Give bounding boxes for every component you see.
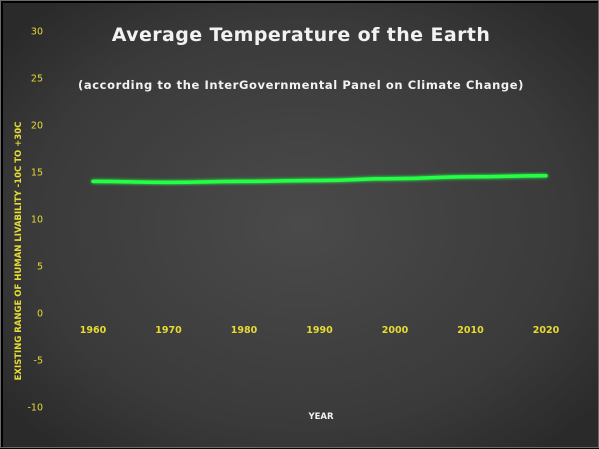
x-axis-label: YEAR xyxy=(307,412,334,422)
data-point-2000 xyxy=(393,177,397,181)
y-tick-label: 20 xyxy=(31,121,43,132)
data-point-1960 xyxy=(91,179,95,183)
x-tick-label: 1990 xyxy=(306,325,333,336)
y-tick-label: 0 xyxy=(37,309,43,320)
x-tick-label: 1960 xyxy=(80,325,107,336)
y-tick-label: 30 xyxy=(31,27,43,38)
series-layer xyxy=(91,174,548,185)
x-tick-labels: 1960 1970 1980 1990 2000 2010 2020 xyxy=(80,325,560,336)
plot-background xyxy=(3,3,598,447)
y-tick-labels: 30 25 20 15 10 5 0 -5 -10 xyxy=(27,27,43,414)
x-tick-label: 1980 xyxy=(231,325,258,336)
data-point-2010 xyxy=(469,175,472,179)
data-point-1990 xyxy=(318,178,321,182)
y-tick-label: 15 xyxy=(31,168,43,179)
x-tick-label: 2010 xyxy=(457,325,484,336)
data-point-2020 xyxy=(544,174,548,178)
chart-title: Average Temperature of the Earth xyxy=(112,24,491,46)
y-axis-label: EXISTING RANGE OF HUMAN LIVABILITY -10C … xyxy=(14,122,24,381)
y-tick-label: 10 xyxy=(31,215,43,226)
y-tick-label: -10 xyxy=(27,403,43,414)
y-tick-label: -5 xyxy=(34,356,43,367)
chart-subtitle: (according to the InterGovernmental Pane… xyxy=(78,78,524,92)
y-tick-label: 5 xyxy=(37,262,43,273)
x-tick-label: 2020 xyxy=(533,325,560,336)
data-point-1980 xyxy=(242,179,246,183)
x-tick-label: 2000 xyxy=(382,325,409,336)
y-tick-label: 25 xyxy=(31,74,43,85)
data-point-1970 xyxy=(167,180,170,184)
x-tick-label: 1970 xyxy=(155,325,182,336)
